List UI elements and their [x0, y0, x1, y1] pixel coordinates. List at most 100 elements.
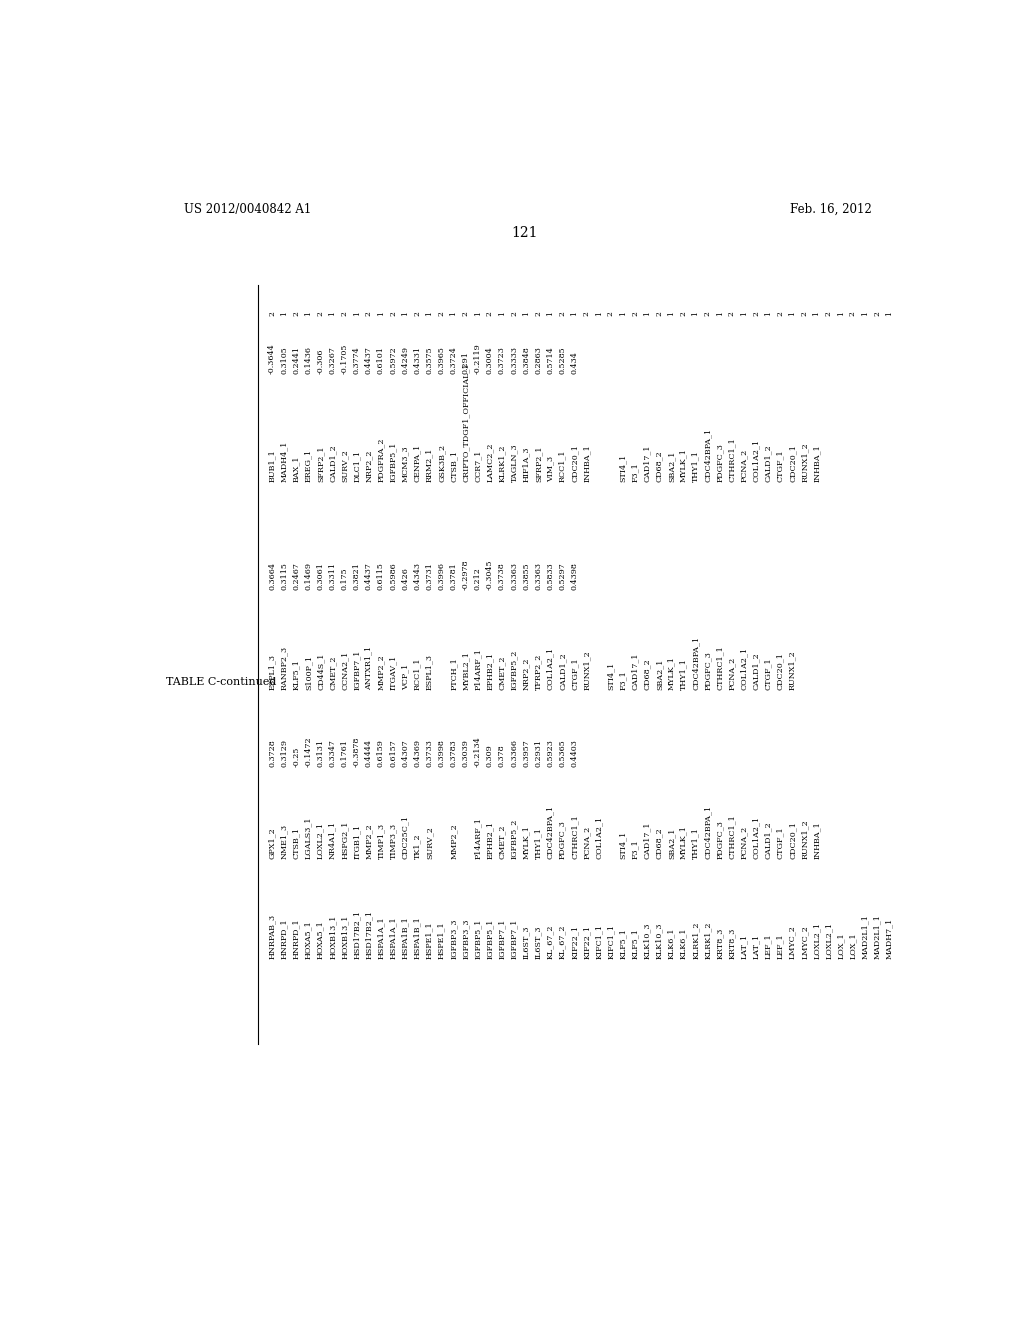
Text: CALD1_2: CALD1_2: [329, 444, 337, 482]
Text: KLRK1_2: KLRK1_2: [703, 921, 712, 960]
Text: KLK10_3: KLK10_3: [643, 923, 651, 960]
Text: CDC25C_1: CDC25C_1: [401, 814, 410, 859]
Text: MCM3_3: MCM3_3: [401, 445, 410, 482]
Text: ITGB1_1: ITGB1_1: [352, 824, 360, 859]
Text: CTHRC1_1: CTHRC1_1: [728, 437, 736, 482]
Text: 1: 1: [668, 312, 676, 317]
Text: CDC42BPA_1: CDC42BPA_1: [703, 805, 712, 859]
Text: 0.2931: 0.2931: [535, 739, 543, 767]
Text: THY1_1: THY1_1: [680, 657, 687, 689]
Text: 0.4369: 0.4369: [414, 739, 421, 767]
Text: HNRPD_1: HNRPD_1: [292, 919, 300, 960]
Text: BUB1_1: BUB1_1: [268, 449, 276, 482]
Text: CRIPTO_TDGF1_OFFICIAL_1: CRIPTO_TDGF1_OFFICIAL_1: [462, 362, 470, 482]
Text: COL1A2_1: COL1A2_1: [752, 816, 760, 859]
Text: KLF5_1: KLF5_1: [292, 659, 300, 689]
Text: MMP2_2: MMP2_2: [365, 824, 373, 859]
Text: VIM_3: VIM_3: [547, 455, 554, 482]
Text: IGFBP5_2: IGFBP5_2: [510, 818, 518, 859]
Text: HNRPAB_3: HNRPAB_3: [268, 913, 276, 960]
Text: 2: 2: [414, 312, 421, 317]
Text: CALD1_2: CALD1_2: [764, 821, 772, 859]
Text: TK1_2: TK1_2: [414, 833, 421, 859]
Text: 1: 1: [425, 312, 433, 317]
Text: IGFBP5_2: IGFBP5_2: [510, 649, 518, 689]
Text: CTSB_1: CTSB_1: [450, 450, 458, 482]
Text: HOXA5_1: HOXA5_1: [304, 920, 312, 960]
Text: 0.3855: 0.3855: [522, 562, 530, 590]
Text: LMYC_2: LMYC_2: [788, 925, 797, 960]
Text: 2: 2: [728, 312, 736, 317]
Text: CAD17_1: CAD17_1: [643, 445, 651, 482]
Text: KL_67_2: KL_67_2: [547, 925, 554, 960]
Text: 0.3664: 0.3664: [268, 561, 276, 590]
Text: RUNX1_2: RUNX1_2: [583, 649, 591, 689]
Text: THY1_1: THY1_1: [535, 828, 543, 859]
Text: INHBA_1: INHBA_1: [583, 444, 591, 482]
Text: 2: 2: [535, 312, 543, 317]
Text: HSPA1B_1: HSPA1B_1: [401, 916, 410, 960]
Text: LMYC_2: LMYC_2: [801, 925, 809, 960]
Text: 2: 2: [655, 312, 664, 317]
Text: HSPA1A_1: HSPA1A_1: [377, 916, 385, 960]
Text: -0.25: -0.25: [292, 746, 300, 767]
Text: ESPL1_3: ESPL1_3: [268, 653, 276, 689]
Text: 1: 1: [764, 312, 772, 317]
Text: P14ARF_1: P14ARF_1: [474, 817, 481, 859]
Text: 0.5365: 0.5365: [558, 739, 566, 767]
Text: 1: 1: [788, 312, 797, 317]
Text: 0.3724: 0.3724: [450, 346, 458, 374]
Text: SURV_2: SURV_2: [425, 826, 433, 859]
Text: COL1A2_1: COL1A2_1: [595, 816, 603, 859]
Text: HSPA1B_1: HSPA1B_1: [414, 916, 421, 960]
Text: 0.3821: 0.3821: [352, 562, 360, 590]
Text: GPX1_2: GPX1_2: [268, 828, 276, 859]
Text: 0.4307: 0.4307: [401, 739, 410, 767]
Text: CTSB_1: CTSB_1: [292, 828, 300, 859]
Text: 1: 1: [547, 312, 554, 317]
Text: CAD17_1: CAD17_1: [631, 652, 639, 689]
Text: SURV_2: SURV_2: [341, 449, 348, 482]
Text: KIF22_1: KIF22_1: [583, 925, 591, 960]
Text: CD68_2: CD68_2: [655, 450, 664, 482]
Text: 2: 2: [268, 312, 276, 317]
Text: 0.4398: 0.4398: [570, 562, 579, 590]
Text: LAMC2_2: LAMC2_2: [485, 442, 494, 482]
Text: IGFBP7_1: IGFBP7_1: [498, 919, 506, 960]
Text: 0.3129: 0.3129: [281, 739, 288, 767]
Text: HSPG2_1: HSPG2_1: [341, 821, 348, 859]
Text: 0.3783: 0.3783: [450, 739, 458, 767]
Text: F3_1: F3_1: [631, 462, 639, 482]
Text: CENPA_1: CENPA_1: [414, 444, 421, 482]
Text: 2: 2: [849, 312, 857, 317]
Text: CMET_2: CMET_2: [329, 655, 337, 689]
Text: 1: 1: [837, 312, 845, 317]
Text: 0.3774: 0.3774: [352, 346, 360, 374]
Text: 2: 2: [341, 312, 348, 317]
Text: 0.6101: 0.6101: [377, 346, 385, 374]
Text: 0.4331: 0.4331: [414, 346, 421, 374]
Text: MMP2_2: MMP2_2: [377, 653, 385, 689]
Text: KLF5_1: KLF5_1: [631, 928, 639, 960]
Text: 0.2441: 0.2441: [292, 346, 300, 374]
Text: CMET_2: CMET_2: [498, 825, 506, 859]
Text: 2: 2: [437, 312, 445, 317]
Text: 0.1761: 0.1761: [341, 739, 348, 767]
Text: STI4_1: STI4_1: [618, 454, 627, 482]
Text: CTHRC1_1: CTHRC1_1: [570, 814, 579, 859]
Text: 0.1469: 0.1469: [304, 561, 312, 590]
Text: LGALS3_1: LGALS3_1: [304, 817, 312, 859]
Text: EREG_1: EREG_1: [304, 449, 312, 482]
Text: IGFBP5_1: IGFBP5_1: [474, 919, 481, 960]
Text: 0.3998: 0.3998: [437, 739, 445, 767]
Text: HSPE1_1: HSPE1_1: [437, 921, 445, 960]
Text: -0.3878: -0.3878: [352, 737, 360, 767]
Text: HOXB13_1: HOXB13_1: [341, 915, 348, 960]
Text: 0.6115: 0.6115: [377, 562, 385, 590]
Text: IGFBP5_1: IGFBP5_1: [485, 919, 494, 960]
Text: SBA2_1: SBA2_1: [668, 450, 676, 482]
Text: 0.3957: 0.3957: [522, 739, 530, 767]
Text: LOXL2_1: LOXL2_1: [813, 923, 820, 960]
Text: KRT8_3: KRT8_3: [716, 928, 724, 960]
Text: 1: 1: [740, 312, 748, 317]
